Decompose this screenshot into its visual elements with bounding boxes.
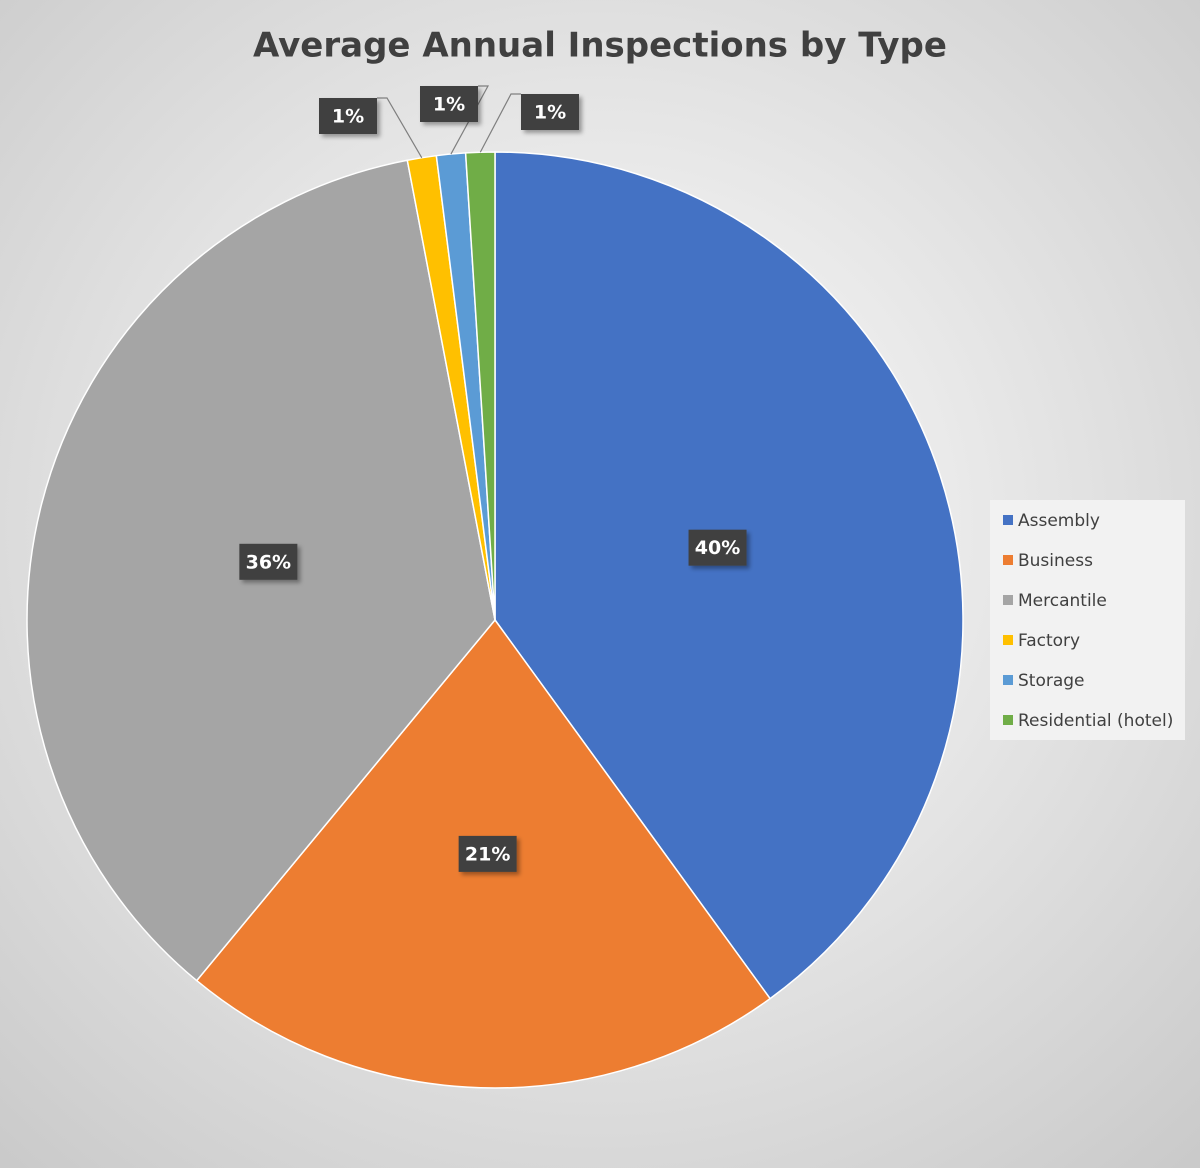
data-label-box bbox=[420, 86, 478, 122]
legend-swatch bbox=[1003, 715, 1013, 725]
leader-line bbox=[479, 93, 521, 153]
data-label-box bbox=[458, 835, 517, 872]
legend-label: Storage bbox=[1018, 671, 1085, 691]
data-label-text: 21% bbox=[465, 843, 510, 865]
data-label-box bbox=[319, 98, 377, 134]
leader-line bbox=[377, 97, 423, 159]
legend-box bbox=[990, 500, 1185, 740]
data-label-text: 40% bbox=[695, 537, 740, 559]
pie bbox=[26, 151, 964, 1089]
legend-swatch bbox=[1003, 675, 1013, 685]
data-label: 1% bbox=[319, 98, 377, 134]
legend-swatch bbox=[1003, 555, 1013, 565]
legend: Assembly Business Mercantile Factory Storage… bbox=[1003, 511, 1173, 731]
data-label: 21% bbox=[458, 835, 517, 872]
data-label-box bbox=[688, 529, 747, 566]
pie-slice bbox=[494, 151, 964, 1000]
legend-swatch bbox=[1003, 595, 1013, 605]
data-labels: 40% 21% 36% 1% 1% 1% bbox=[239, 85, 747, 872]
data-label-text: 1% bbox=[433, 94, 465, 116]
data-label-text: 1% bbox=[534, 102, 566, 124]
data-label-box bbox=[521, 94, 579, 130]
data-label-text: 1% bbox=[332, 106, 364, 128]
data-label: 1% bbox=[521, 94, 579, 130]
legend-swatch bbox=[1003, 635, 1013, 645]
legend-label: Factory bbox=[1018, 631, 1080, 651]
data-label: 40% bbox=[688, 529, 747, 566]
leader-line bbox=[450, 85, 490, 155]
legend-label: Assembly bbox=[1018, 511, 1100, 531]
data-label-text: 36% bbox=[246, 551, 291, 573]
data-label-box bbox=[239, 543, 298, 580]
legend-label: Residential (hotel) bbox=[1018, 711, 1173, 731]
legend-swatch bbox=[1003, 515, 1013, 525]
data-label: 36% bbox=[239, 543, 298, 580]
chart-title: Average Annual Inspections by Type bbox=[253, 26, 947, 66]
legend-label: Mercantile bbox=[1018, 591, 1107, 611]
data-label: 1% bbox=[420, 86, 478, 122]
legend-label: Business bbox=[1018, 551, 1093, 571]
